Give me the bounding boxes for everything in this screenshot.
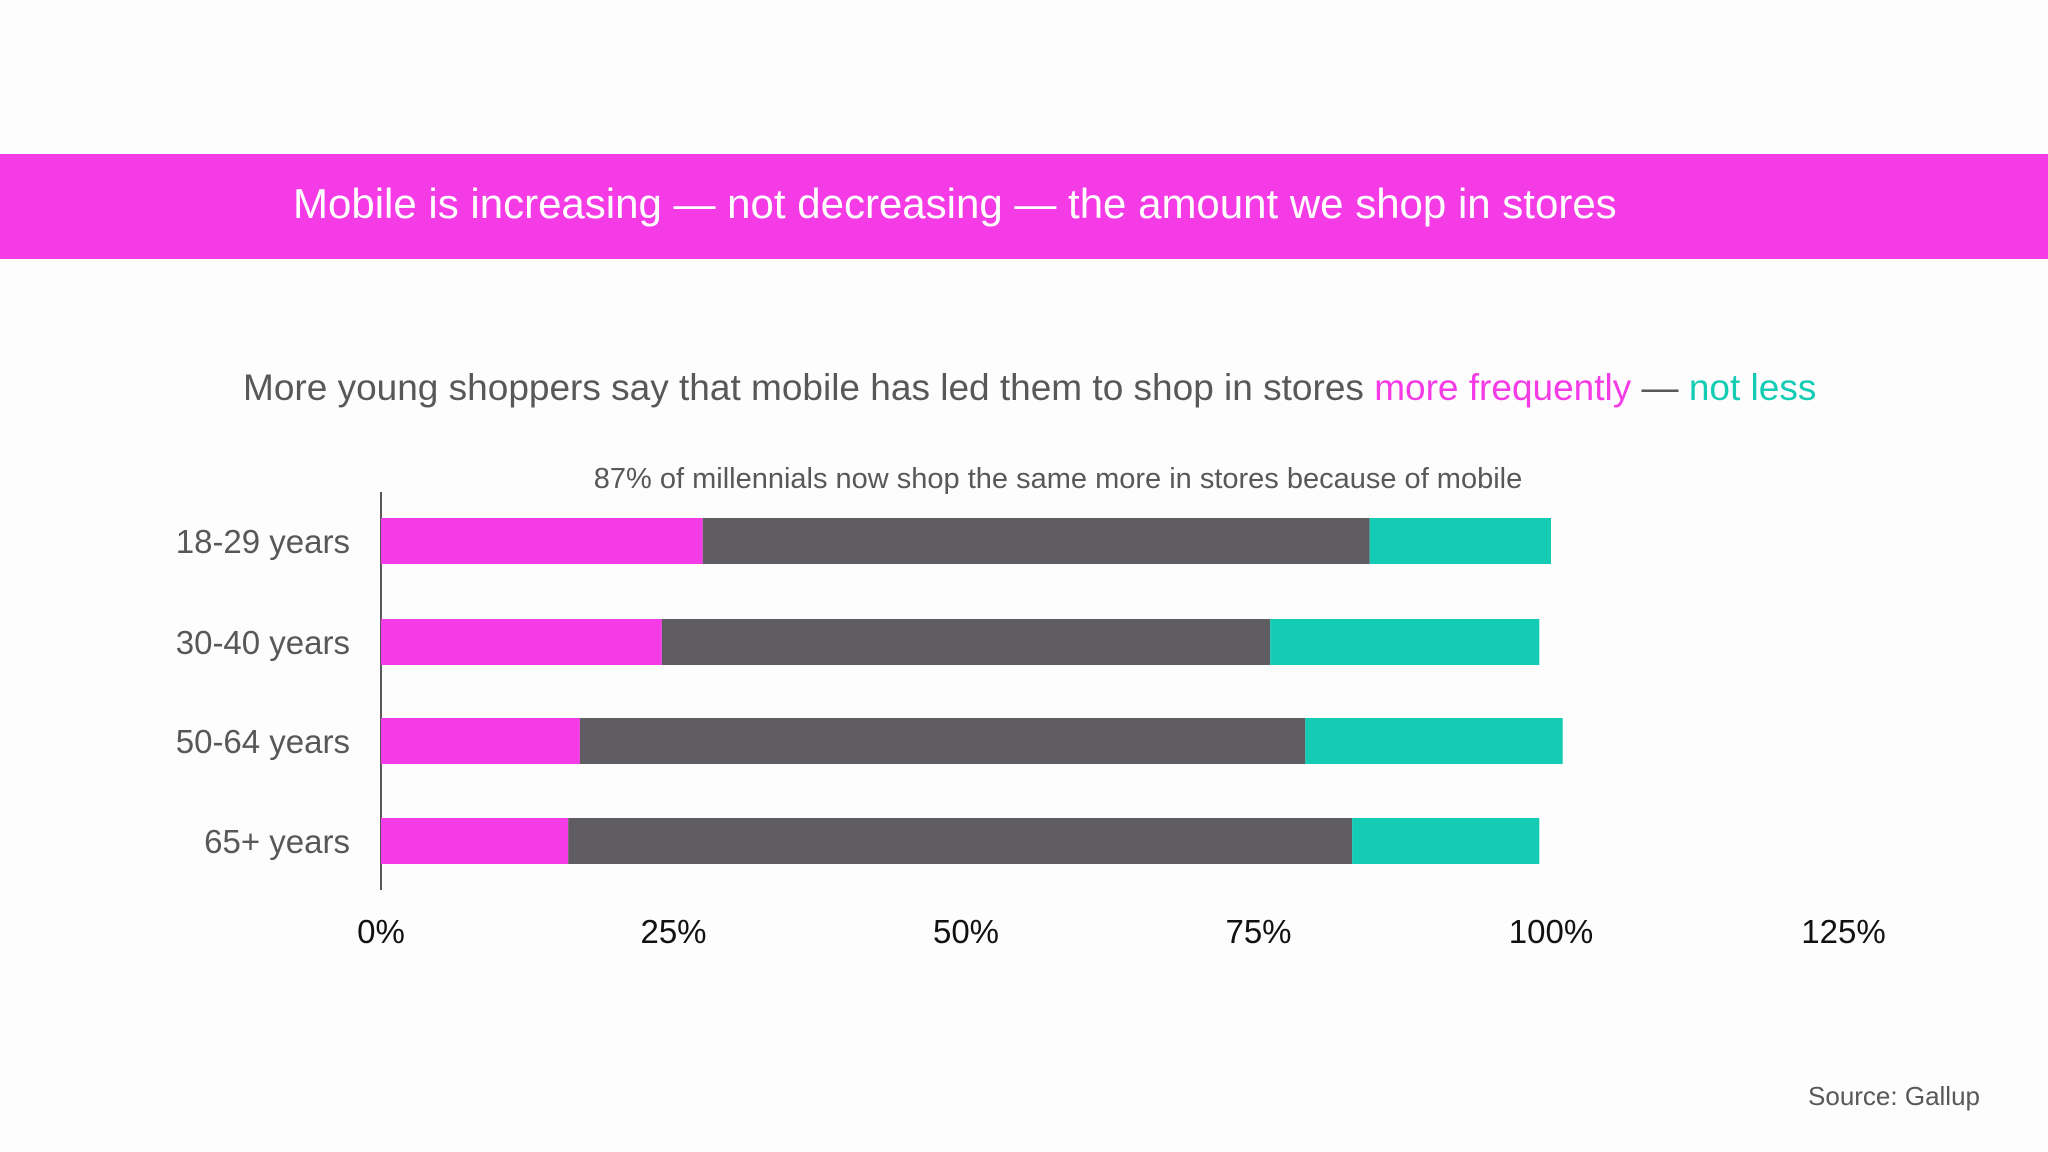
bar-segment-1-30-40-years xyxy=(381,619,662,665)
bar-segment-3-18-29-years xyxy=(1369,518,1551,564)
title-banner xyxy=(0,154,2048,259)
source-note: Source: Gallup xyxy=(1808,1081,1980,1111)
bar-segment-1-65-years xyxy=(381,818,569,864)
bar-segment-1-50-64-years xyxy=(381,718,580,764)
x-tick-label: 0% xyxy=(357,913,405,950)
y-tick-label: 50-64 years xyxy=(176,723,350,760)
bar-segment-3-30-40-years xyxy=(1270,619,1540,665)
x-tick-label: 100% xyxy=(1509,913,1593,950)
subtitle-highlight-more: more frequently xyxy=(1374,367,1632,408)
subtitle-text: More young shoppers say that mobile has … xyxy=(243,367,1364,408)
subtitle-highlight-less: not less xyxy=(1688,367,1817,408)
x-tick-label: 75% xyxy=(1225,913,1291,950)
bar-segment-2-65-years xyxy=(568,818,1353,864)
x-tick-label: 50% xyxy=(933,913,999,950)
chart-subtitle: More young shoppers say that mobile has … xyxy=(243,367,1816,409)
y-tick-label: 18-29 years xyxy=(176,523,350,560)
bar-segment-2-18-29-years xyxy=(702,518,1370,564)
chart-annotation: 87% of millennials now shop the same mor… xyxy=(594,463,1522,495)
y-tick-label: 30-40 years xyxy=(176,624,350,661)
x-tick-label: 125% xyxy=(1801,913,1885,950)
y-tick-label: 65+ years xyxy=(204,823,350,860)
bar-segment-3-50-64-years xyxy=(1305,718,1563,764)
bar-segment-1-18-29-years xyxy=(381,518,703,564)
bar-segment-3-65-years xyxy=(1352,818,1540,864)
page-title: Mobile is increasing — not decreasing — … xyxy=(293,180,1617,227)
subtitle-dash: — xyxy=(1641,367,1679,408)
x-tick-label: 25% xyxy=(640,913,706,950)
bar-segment-2-30-40-years xyxy=(661,619,1271,665)
bar-segment-2-50-64-years xyxy=(579,718,1306,764)
